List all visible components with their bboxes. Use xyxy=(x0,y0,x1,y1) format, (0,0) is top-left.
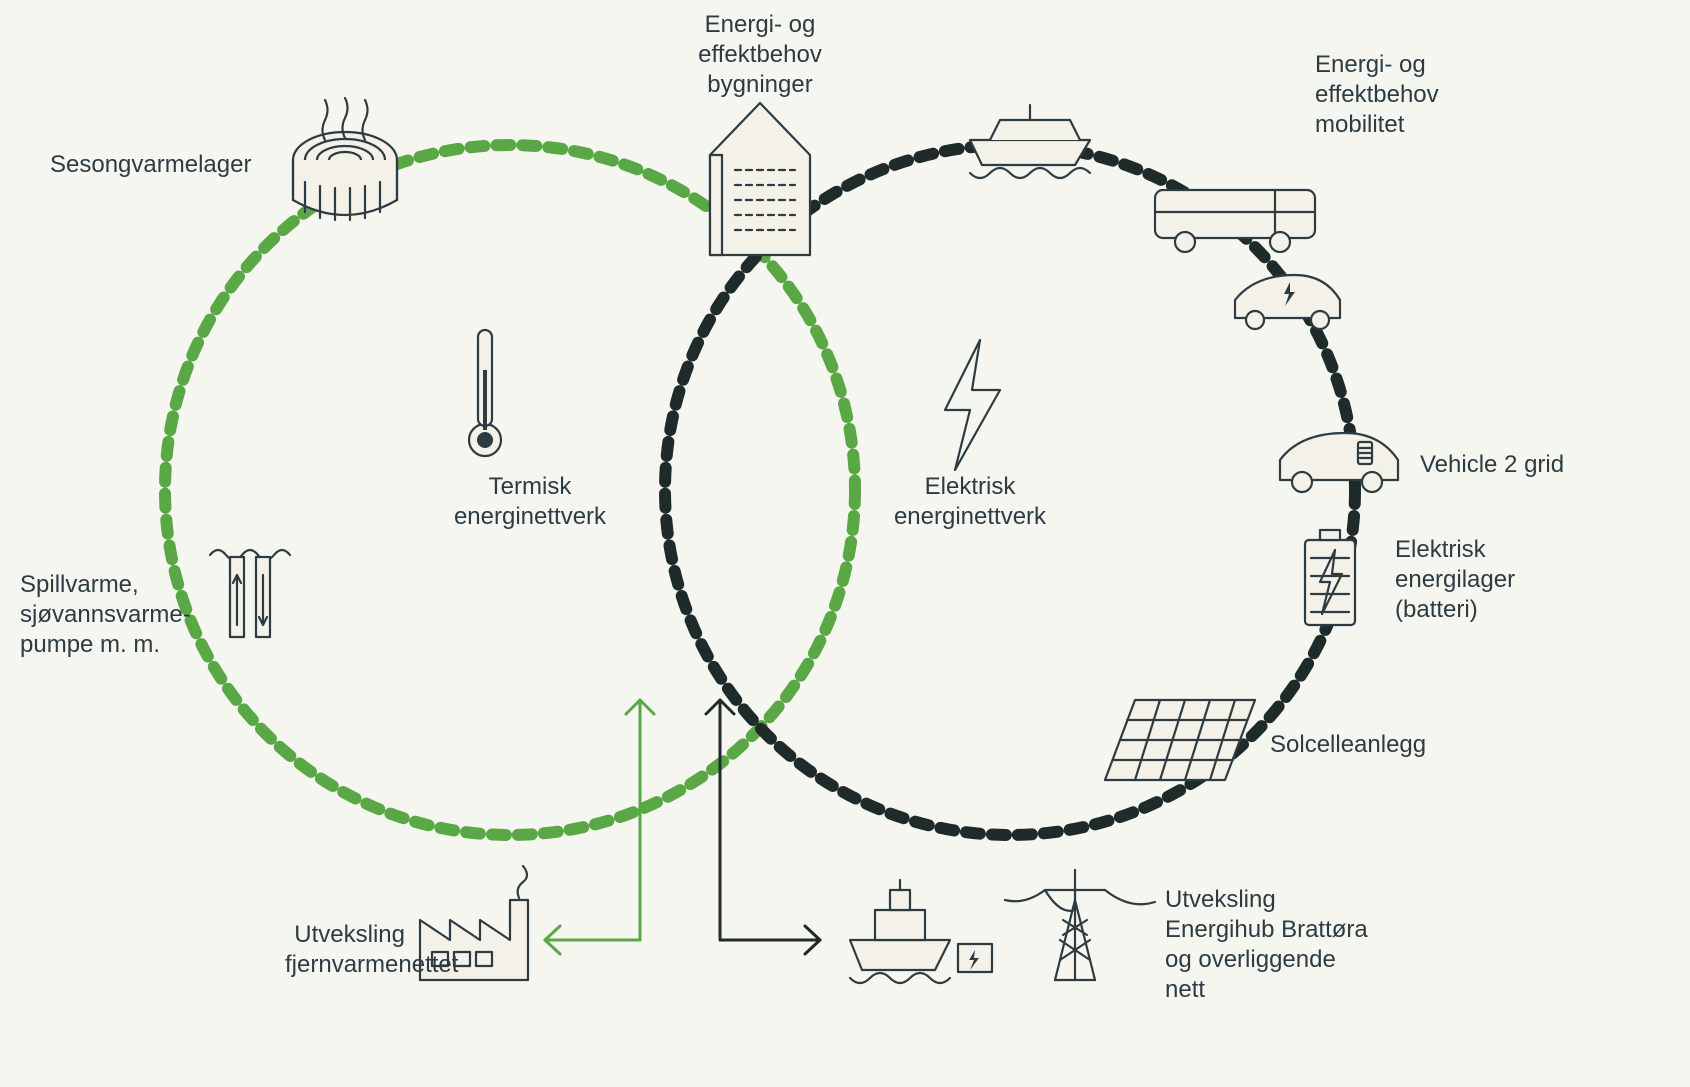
label-electric-network: Elektriskenerginettverk xyxy=(870,472,1070,532)
bus-icon xyxy=(1155,190,1315,252)
battery-icon xyxy=(1305,530,1355,625)
label-bygninger: Energi- ogeffektbehovbygninger xyxy=(660,10,860,100)
label-energihub: UtvekslingEnergihub Brattøraog overligge… xyxy=(1165,885,1465,1005)
ferry-icon xyxy=(970,105,1090,178)
building-icon xyxy=(710,103,810,255)
power-tower-icon xyxy=(1005,870,1155,980)
seawater-heatpump-icon xyxy=(210,550,290,637)
label-batteri: Elektriskenergilager(batteri) xyxy=(1395,535,1515,625)
label-sesongvarmelager: Sesongvarmelager xyxy=(50,150,251,180)
ev-car-icon xyxy=(1235,275,1340,329)
label-solcelle: Solcelleanlegg xyxy=(1270,730,1426,760)
v2g-car-icon xyxy=(1280,433,1398,492)
thermometer-icon xyxy=(469,330,501,456)
label-spillvarme: Spillvarme,sjøvannsvarme-pumpe m. m. xyxy=(20,570,191,660)
ship-hub-icon xyxy=(850,880,992,983)
heat-storage-icon xyxy=(293,98,397,220)
lightning-icon xyxy=(945,340,1000,470)
label-v2g: Vehicle 2 grid xyxy=(1420,450,1564,480)
label-mobilitet: Energi- ogeffektbehovmobilitet xyxy=(1315,50,1439,140)
solar-panel-icon xyxy=(1105,700,1255,780)
label-thermal-network: Termiskenerginettverk xyxy=(430,472,630,532)
label-fjernvarme: Utvekslingfjernvarmenettet xyxy=(285,920,405,980)
